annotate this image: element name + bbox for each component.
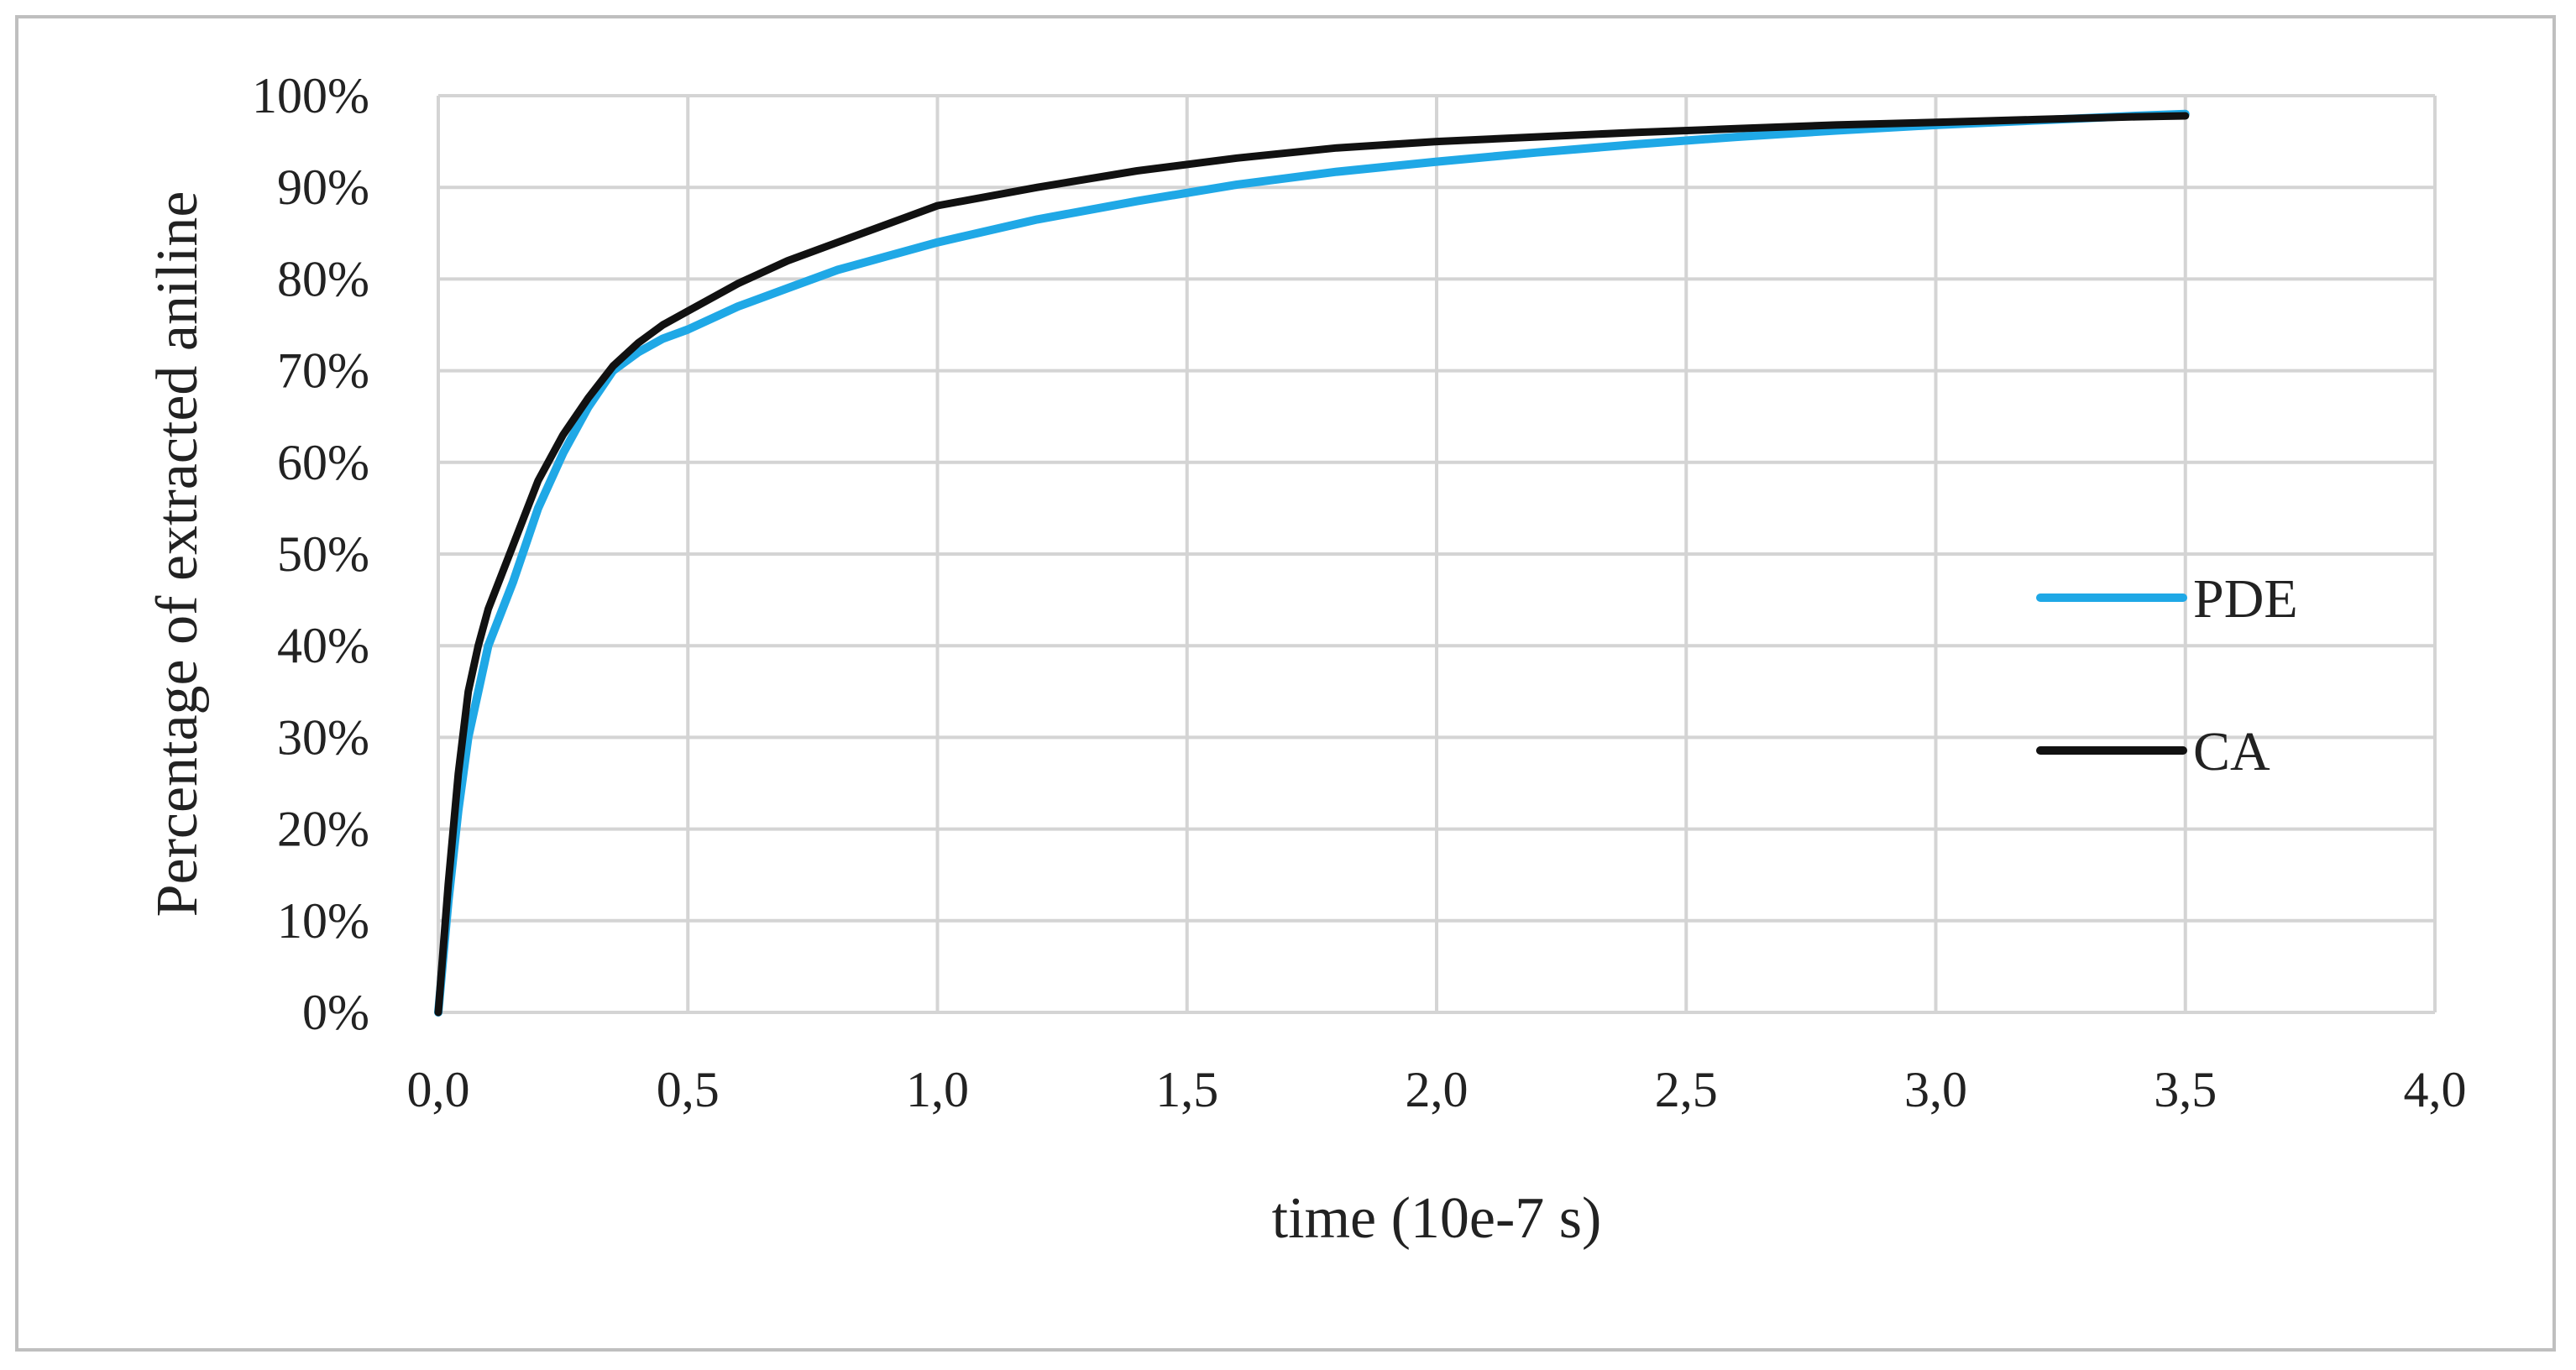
x-tick-label: 1,0 bbox=[906, 1062, 969, 1117]
y-tick-label: 70% bbox=[277, 343, 369, 399]
y-axis-title: Percentage of extracted aniline bbox=[145, 191, 210, 918]
x-tick-label: 3,5 bbox=[2154, 1062, 2217, 1117]
x-tick-label: 0,0 bbox=[407, 1062, 470, 1117]
legend-label-ca: CA bbox=[2193, 721, 2270, 782]
y-tick-label: 100% bbox=[252, 68, 369, 123]
legend-label-pde: PDE bbox=[2193, 568, 2298, 630]
x-tick-label: 1,5 bbox=[1155, 1062, 1218, 1117]
grid-layer bbox=[437, 94, 2437, 1014]
x-tick-label: 0,5 bbox=[657, 1062, 720, 1117]
x-tick-label: 2,5 bbox=[1655, 1062, 1718, 1117]
y-tick-label: 20% bbox=[277, 802, 369, 857]
series-layer bbox=[434, 109, 2190, 1017]
y-tick-label: 0% bbox=[302, 985, 369, 1040]
y-tick-label: 40% bbox=[277, 618, 369, 673]
x-tick-label: 4,0 bbox=[2404, 1062, 2467, 1117]
x-tick-label: 3,0 bbox=[1904, 1062, 1967, 1117]
y-tick-label: 30% bbox=[277, 709, 369, 765]
chart-frame: 0% 10% 20% 30% 40% 50% 60% 70% 80% 90% 100% 0,0 0,5 1… bbox=[15, 15, 2556, 1352]
y-tick-label: 80% bbox=[277, 251, 369, 306]
y-tick-label: 90% bbox=[277, 159, 369, 215]
x-axis-title: time (10e-7 s) bbox=[1272, 1186, 1602, 1251]
x-tick-label: 2,0 bbox=[1406, 1062, 1469, 1117]
series-line-pde bbox=[434, 109, 2190, 1017]
y-tick-label: 50% bbox=[277, 526, 369, 582]
tick-layer: 0% 10% 20% 30% 40% 50% 60% 70% 80% 90% 100% 0,0 0,5 1… bbox=[252, 68, 2466, 1117]
line-chart: 0% 10% 20% 30% 40% 50% 60% 70% 80% 90% 100% 0,0 0,5 1… bbox=[145, 68, 2467, 1251]
series-line-ca bbox=[434, 112, 2190, 1017]
legend: PDE CA bbox=[2036, 568, 2298, 782]
y-tick-label: 10% bbox=[277, 893, 369, 949]
y-tick-label: 60% bbox=[277, 435, 369, 490]
